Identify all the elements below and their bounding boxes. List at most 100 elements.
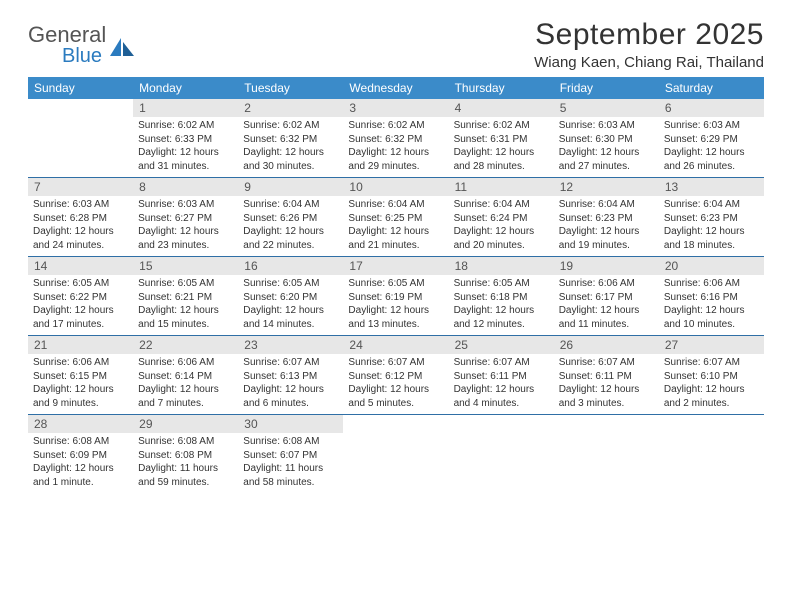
day-details: Sunrise: 6:07 AMSunset: 6:10 PMDaylight:… bbox=[659, 354, 764, 414]
week-row: 7Sunrise: 6:03 AMSunset: 6:28 PMDaylight… bbox=[28, 178, 764, 257]
dow-sunday: Sunday bbox=[28, 77, 133, 99]
sunrise-text: Sunrise: 6:06 AM bbox=[559, 277, 654, 291]
day-number: 27 bbox=[659, 336, 764, 354]
day-details: Sunrise: 6:03 AMSunset: 6:30 PMDaylight:… bbox=[554, 117, 659, 177]
sunset-text: Sunset: 6:32 PM bbox=[348, 133, 443, 147]
sunset-text: Sunset: 6:22 PM bbox=[33, 291, 128, 305]
sunset-text: Sunset: 6:07 PM bbox=[243, 449, 338, 463]
day-number: 30 bbox=[238, 415, 343, 433]
location-text: Wiang Kaen, Chiang Rai, Thailand bbox=[534, 54, 764, 71]
daylight-text: Daylight: 12 hours bbox=[348, 304, 443, 318]
day-cell: 13Sunrise: 6:04 AMSunset: 6:23 PMDayligh… bbox=[659, 178, 764, 256]
day-number: 22 bbox=[133, 336, 238, 354]
dow-thursday: Thursday bbox=[449, 77, 554, 99]
day-number: 28 bbox=[28, 415, 133, 433]
day-cell: 18Sunrise: 6:05 AMSunset: 6:18 PMDayligh… bbox=[449, 257, 554, 335]
dow-monday: Monday bbox=[133, 77, 238, 99]
sunset-text: Sunset: 6:13 PM bbox=[243, 370, 338, 384]
daylight-text: and 29 minutes. bbox=[348, 160, 443, 174]
day-details: Sunrise: 6:07 AMSunset: 6:11 PMDaylight:… bbox=[554, 354, 659, 414]
daylight-text: Daylight: 12 hours bbox=[33, 225, 128, 239]
daylight-text: and 21 minutes. bbox=[348, 239, 443, 253]
day-number: 2 bbox=[238, 99, 343, 117]
daylight-text: Daylight: 12 hours bbox=[243, 383, 338, 397]
sunset-text: Sunset: 6:20 PM bbox=[243, 291, 338, 305]
sunset-text: Sunset: 6:26 PM bbox=[243, 212, 338, 226]
daylight-text: Daylight: 12 hours bbox=[243, 146, 338, 160]
week-row: 14 Sunrise: 6:05 AM Sunset: 6:22 PM Dayligh… bbox=[28, 257, 764, 336]
daylight-text: Daylight: 12 hours bbox=[33, 383, 128, 397]
sunrise-text: Sunrise: 6:03 AM bbox=[138, 198, 233, 212]
day-cell: 7Sunrise: 6:03 AMSunset: 6:28 PMDaylight… bbox=[28, 178, 133, 256]
sunrise-text: Sunrise: 6:02 AM bbox=[243, 119, 338, 133]
daylight-text: Daylight: 12 hours bbox=[243, 225, 338, 239]
daylight-text: Daylight: 12 hours bbox=[454, 225, 549, 239]
day-details: Sunrise: 6:08 AMSunset: 6:08 PMDaylight:… bbox=[133, 433, 238, 493]
day-details: Sunrise: 6:02 AMSunset: 6:32 PMDaylight:… bbox=[343, 117, 448, 177]
daylight-text: and 7 minutes. bbox=[138, 397, 233, 411]
daylight-text: and 23 minutes. bbox=[138, 239, 233, 253]
sunrise-text: Sunrise: 6:05 AM bbox=[243, 277, 338, 291]
brand-text-block: General Blue bbox=[28, 24, 106, 68]
day-cell: 17Sunrise: 6:05 AMSunset: 6:19 PMDayligh… bbox=[343, 257, 448, 335]
dow-saturday: Saturday bbox=[659, 77, 764, 99]
daylight-text: Daylight: 11 hours bbox=[138, 462, 233, 476]
day-number: 14 bbox=[28, 257, 133, 275]
day-number: 7 bbox=[28, 178, 133, 196]
daylight-text: Daylight: 12 hours bbox=[348, 383, 443, 397]
day-number: 12 bbox=[554, 178, 659, 196]
dow-wednesday: Wednesday bbox=[343, 77, 448, 99]
month-title: September 2025 bbox=[534, 18, 764, 52]
day-details: Sunrise: 6:06 AMSunset: 6:17 PMDaylight:… bbox=[554, 275, 659, 335]
sunrise-text: Sunrise: 6:03 AM bbox=[664, 119, 759, 133]
sunrise-text: Sunrise: 6:08 AM bbox=[243, 435, 338, 449]
daylight-text: and 59 minutes. bbox=[138, 476, 233, 490]
daylight-text: and 20 minutes. bbox=[454, 239, 549, 253]
sunset-text: Sunset: 6:19 PM bbox=[348, 291, 443, 305]
day-cell: 1Sunrise: 6:02 AMSunset: 6:33 PMDaylight… bbox=[133, 99, 238, 177]
sunset-text: Sunset: 6:23 PM bbox=[559, 212, 654, 226]
daylight-text: Daylight: 12 hours bbox=[454, 383, 549, 397]
daylight-text: Daylight: 12 hours bbox=[559, 304, 654, 318]
daylight-text: and 17 minutes. bbox=[33, 318, 128, 332]
daylight-text: Daylight: 12 hours bbox=[664, 304, 759, 318]
day-details: Sunrise: 6:05 AMSunset: 6:18 PMDaylight:… bbox=[449, 275, 554, 335]
daylight-text: and 13 minutes. bbox=[348, 318, 443, 332]
day-cell bbox=[343, 415, 448, 493]
sunset-text: Sunset: 6:31 PM bbox=[454, 133, 549, 147]
day-details: Sunrise: 6:06 AMSunset: 6:16 PMDaylight:… bbox=[659, 275, 764, 335]
day-number: 15 bbox=[133, 257, 238, 275]
daylight-text: and 22 minutes. bbox=[243, 239, 338, 253]
sunrise-text: Sunrise: 6:07 AM bbox=[559, 356, 654, 370]
sunrise-text: Sunrise: 6:04 AM bbox=[559, 198, 654, 212]
sunset-text: Sunset: 6:23 PM bbox=[664, 212, 759, 226]
day-cell: 8Sunrise: 6:03 AMSunset: 6:27 PMDaylight… bbox=[133, 178, 238, 256]
day-number: 23 bbox=[238, 336, 343, 354]
sunrise-text: Sunrise: 6:05 AM bbox=[138, 277, 233, 291]
daylight-text: Daylight: 12 hours bbox=[243, 304, 338, 318]
day-details: Sunrise: 6:02 AMSunset: 6:32 PMDaylight:… bbox=[238, 117, 343, 177]
day-cell: 21Sunrise: 6:06 AMSunset: 6:15 PMDayligh… bbox=[28, 336, 133, 414]
day-number: 11 bbox=[449, 178, 554, 196]
day-details: Sunrise: 6:04 AMSunset: 6:24 PMDaylight:… bbox=[449, 196, 554, 256]
daylight-text: and 10 minutes. bbox=[664, 318, 759, 332]
sunrise-text: Sunrise: 6:08 AM bbox=[33, 435, 128, 449]
day-details: Sunrise: 6:04 AMSunset: 6:25 PMDaylight:… bbox=[343, 196, 448, 256]
day-number: 24 bbox=[343, 336, 448, 354]
sunrise-text: Sunrise: 6:05 AM bbox=[348, 277, 443, 291]
day-number: 8 bbox=[133, 178, 238, 196]
daylight-text: Daylight: 12 hours bbox=[138, 383, 233, 397]
sunrise-text: Sunrise: 6:04 AM bbox=[243, 198, 338, 212]
sunrise-text: Sunrise: 6:08 AM bbox=[138, 435, 233, 449]
day-details: Sunrise: 6:06 AMSunset: 6:14 PMDaylight:… bbox=[133, 354, 238, 414]
daylight-text: Daylight: 12 hours bbox=[138, 146, 233, 160]
day-cell bbox=[554, 415, 659, 493]
daylight-text: and 14 minutes. bbox=[243, 318, 338, 332]
day-cell: 14Sunrise: 6:05 AMSunset: 6:22 PMDayligh… bbox=[28, 257, 133, 335]
sunset-text: Sunset: 6:08 PM bbox=[138, 449, 233, 463]
sunset-text: Sunset: 6:14 PM bbox=[138, 370, 233, 384]
brand-name-2: Blue bbox=[62, 45, 106, 68]
sunrise-text: Sunrise: 6:02 AM bbox=[348, 119, 443, 133]
day-number: 13 bbox=[659, 178, 764, 196]
day-cell: 5Sunrise: 6:03 AMSunset: 6:30 PMDaylight… bbox=[554, 99, 659, 177]
